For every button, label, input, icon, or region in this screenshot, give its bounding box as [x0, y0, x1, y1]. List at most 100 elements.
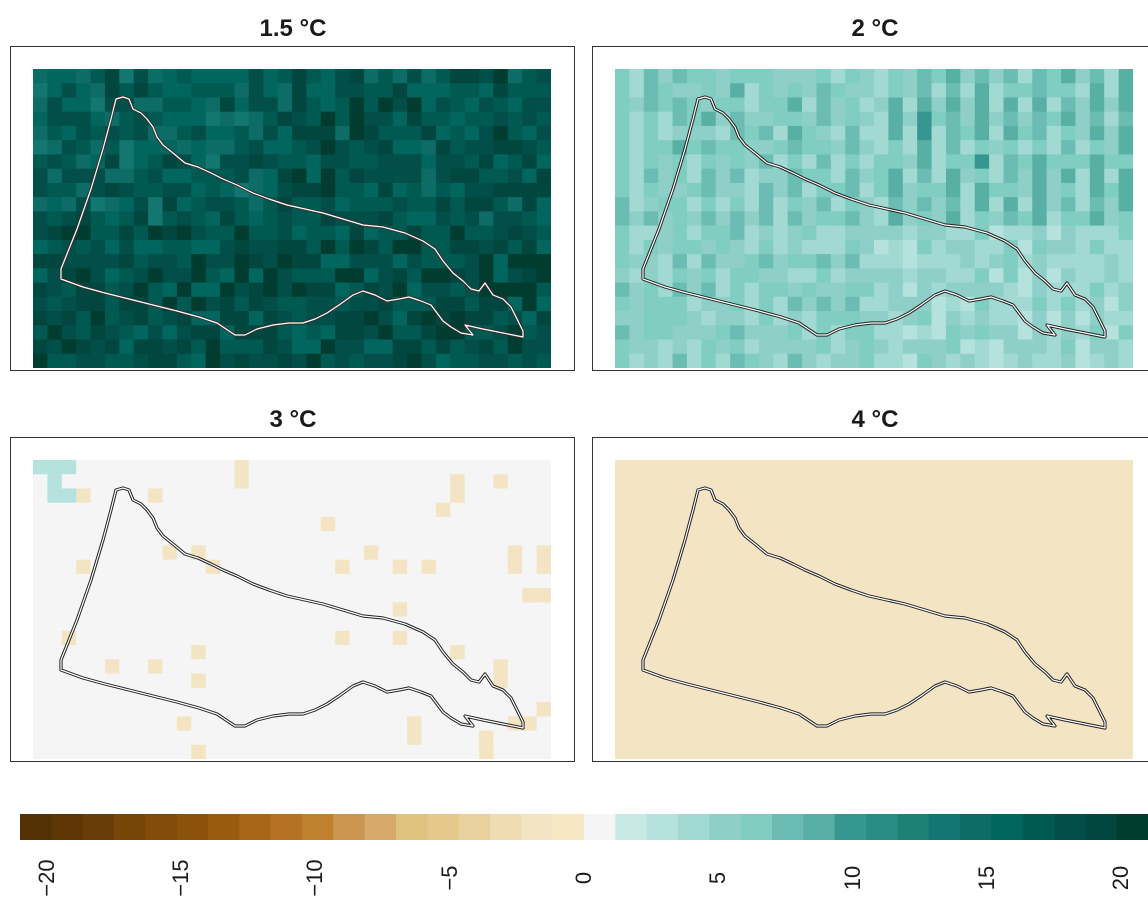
grid-cell — [407, 516, 422, 532]
grid-cell — [479, 602, 494, 618]
grid-cell — [220, 311, 235, 326]
colorbar-segment — [1085, 814, 1118, 840]
grid-cell — [277, 744, 293, 759]
grid-cell — [263, 97, 279, 113]
grid-cell — [407, 573, 422, 589]
grid-cell — [277, 488, 293, 504]
grid-cell — [363, 125, 379, 141]
grid-cell — [522, 97, 538, 113]
grid-cell — [234, 69, 250, 84]
grid-cell — [119, 69, 135, 84]
grid-cell — [960, 168, 976, 184]
grid-cell — [76, 83, 92, 98]
grid-cell — [917, 154, 933, 170]
colorbar-segment — [678, 814, 710, 840]
grid-cell — [104, 474, 120, 489]
grid-cell — [507, 225, 523, 241]
grid-cell — [33, 559, 48, 575]
grid-cell — [421, 282, 437, 298]
grid-cell — [479, 211, 494, 227]
grid-cell — [859, 531, 875, 546]
grid-cell — [629, 97, 645, 113]
grid-cell — [33, 97, 48, 113]
grid-cell — [989, 353, 1004, 368]
grid-cell — [320, 659, 336, 675]
grid-cell — [234, 559, 250, 575]
grid-cell — [522, 687, 538, 703]
grid-cell — [450, 239, 466, 255]
grid-cell — [672, 488, 688, 504]
grid-cell — [464, 154, 480, 170]
grid-cell — [450, 296, 466, 312]
grid-cell — [816, 602, 832, 618]
grid-cell — [378, 325, 394, 341]
grid-cell — [787, 659, 803, 675]
grid-cell — [33, 182, 48, 198]
grid-cell — [306, 616, 322, 632]
grid-cell — [104, 730, 120, 746]
grid-cell — [859, 353, 875, 368]
grid-cell — [162, 474, 178, 489]
grid-cell — [874, 673, 889, 689]
grid-cell — [758, 602, 774, 618]
grid-cell — [378, 460, 394, 475]
grid-cell — [435, 182, 451, 198]
grid-cell — [744, 325, 760, 341]
grid-cell — [773, 182, 789, 198]
grid-cell — [845, 602, 861, 618]
grid-cell — [536, 225, 551, 241]
grid-cell — [802, 182, 817, 198]
grid-cell — [234, 474, 250, 489]
grid-cell — [507, 111, 523, 127]
grid-cell — [830, 239, 846, 255]
grid-cell — [715, 716, 731, 732]
grid-cell — [162, 282, 178, 298]
grid-cell — [1046, 460, 1062, 475]
grid-cell — [773, 168, 789, 184]
grid-cell — [1003, 502, 1019, 518]
grid-cell — [292, 69, 307, 84]
grid-cell — [945, 239, 961, 255]
grid-cell — [378, 659, 394, 675]
grid-cell — [76, 645, 92, 660]
grid-cell — [615, 140, 630, 155]
grid-cell — [450, 673, 466, 689]
grid-cell — [292, 460, 307, 475]
grid-cell — [874, 645, 889, 660]
grid-cell — [888, 730, 904, 746]
grid-cell — [33, 488, 48, 504]
grid-cell — [629, 744, 645, 759]
grid-cell — [931, 687, 947, 703]
grid-cell — [33, 673, 48, 689]
grid-cell — [629, 182, 645, 198]
grid-cell — [33, 716, 48, 732]
grid-cell — [493, 69, 509, 84]
grid-cell — [479, 225, 494, 241]
grid-cell — [148, 140, 163, 155]
grid-cell — [686, 197, 702, 212]
grid-cell — [874, 268, 889, 284]
grid-cell — [931, 311, 947, 326]
grid-cell — [1061, 353, 1076, 368]
grid-cell — [1104, 573, 1120, 589]
grid-cell — [945, 460, 961, 475]
grid-cell — [701, 140, 717, 155]
grid-cell — [33, 197, 48, 212]
grid-cell — [1046, 339, 1062, 355]
grid-cell — [33, 702, 48, 717]
grid-cell — [686, 531, 702, 546]
grid-cell — [220, 97, 235, 113]
grid-cell — [450, 83, 466, 98]
grid-cell — [1003, 588, 1019, 603]
grid-cell — [874, 516, 889, 532]
grid-cell — [536, 353, 551, 368]
grid-cell — [859, 83, 875, 98]
grid-cell — [773, 474, 789, 489]
grid-cell — [773, 97, 789, 113]
grid-cell — [263, 531, 279, 546]
grid-cell — [845, 353, 861, 368]
grid-cell — [629, 488, 645, 504]
grid-cell — [464, 254, 480, 269]
grid-cell — [248, 516, 264, 532]
grid-cell — [536, 154, 551, 170]
